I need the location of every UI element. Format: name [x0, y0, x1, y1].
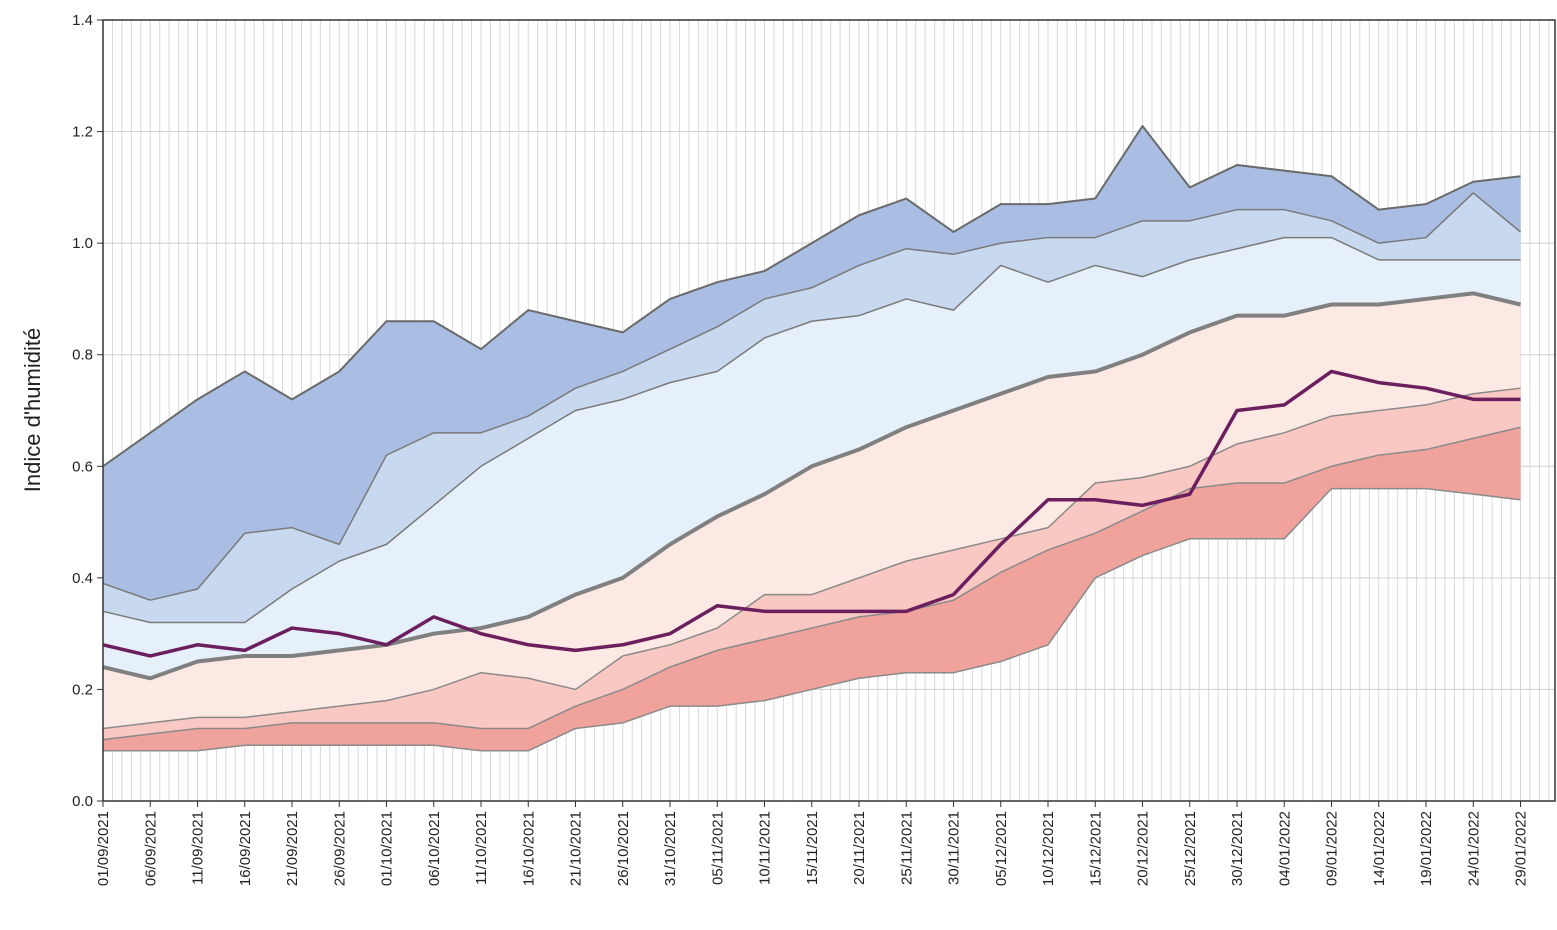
- x-tick-label: 29/01/2022: [1513, 811, 1530, 886]
- x-tick-label: 21/09/2021: [284, 811, 301, 886]
- y-tick-label: 0.2: [72, 681, 93, 698]
- quantile-line: [102, 236, 1521, 624]
- y-tick-label: 0.8: [72, 347, 93, 364]
- current-line: [102, 369, 1521, 658]
- y-tick-label: 1.2: [72, 124, 93, 141]
- quantile-line: [102, 426, 1521, 741]
- x-tick-label: 06/09/2021: [142, 811, 159, 886]
- band-fill: [103, 388, 1521, 740]
- x-tick-label: 30/12/2021: [1229, 811, 1246, 886]
- x-tick-label: 05/12/2021: [993, 811, 1010, 886]
- y-tick-label: 0.4: [72, 570, 93, 587]
- band-fill: [103, 293, 1521, 729]
- quantile-line: [102, 291, 1521, 681]
- band-fill: [103, 427, 1521, 751]
- x-tick-label: 09/01/2022: [1324, 811, 1341, 886]
- x-tick-label: 16/09/2021: [237, 811, 254, 886]
- x-tick-label: 10/11/2021: [757, 811, 774, 885]
- y-axis-title: Indice d'humidité: [20, 328, 45, 492]
- x-tick-label: 15/12/2021: [1087, 811, 1104, 886]
- band-fill: [103, 125, 1521, 601]
- y-tick-label: 0.6: [72, 458, 93, 475]
- band-fill: [103, 192, 1521, 623]
- x-tick-label: 20/12/2021: [1135, 811, 1152, 886]
- x-tick-label: 30/11/2021: [946, 811, 963, 885]
- x-tick-label: 26/10/2021: [615, 811, 632, 886]
- quantile-line: [103, 487, 1521, 752]
- quantile-line: [102, 387, 1521, 730]
- x-tick-label: 10/12/2021: [1040, 811, 1057, 886]
- x-tick-label: 15/11/2021: [804, 811, 821, 885]
- x-tick-label: 01/09/2021: [95, 811, 112, 886]
- x-tick-label: 11/09/2021: [190, 811, 207, 885]
- quantile-line: [102, 124, 1521, 468]
- y-tick-label: 1.0: [72, 235, 93, 252]
- x-tick-label: 20/11/2021: [851, 811, 868, 885]
- x-tick-label: 31/10/2021: [662, 811, 679, 886]
- quantile-line: [102, 192, 1521, 601]
- x-tick-label: 14/01/2022: [1371, 811, 1388, 886]
- x-tick-label: 25/11/2021: [898, 811, 915, 885]
- x-tick-label: 25/12/2021: [1182, 811, 1199, 886]
- y-tick-label: 0.0: [72, 793, 93, 810]
- x-tick-label: 06/10/2021: [426, 811, 443, 886]
- y-tick-label: 1.4: [72, 12, 93, 29]
- x-tick-label: 16/10/2021: [520, 811, 537, 886]
- plot-frame: [102, 19, 1556, 802]
- x-tick-label: 04/01/2022: [1276, 811, 1293, 886]
- x-tick-label: 05/11/2021: [709, 811, 726, 885]
- band-fill: [103, 237, 1521, 679]
- x-tick-label: 21/10/2021: [568, 811, 585, 886]
- x-tick-label: 26/09/2021: [331, 811, 348, 886]
- x-tick-label: 11/10/2021: [473, 811, 490, 885]
- x-tick-label: 24/01/2022: [1465, 811, 1482, 886]
- x-tick-label: 01/10/2021: [379, 811, 396, 886]
- x-tick-label: 19/01/2022: [1418, 811, 1435, 886]
